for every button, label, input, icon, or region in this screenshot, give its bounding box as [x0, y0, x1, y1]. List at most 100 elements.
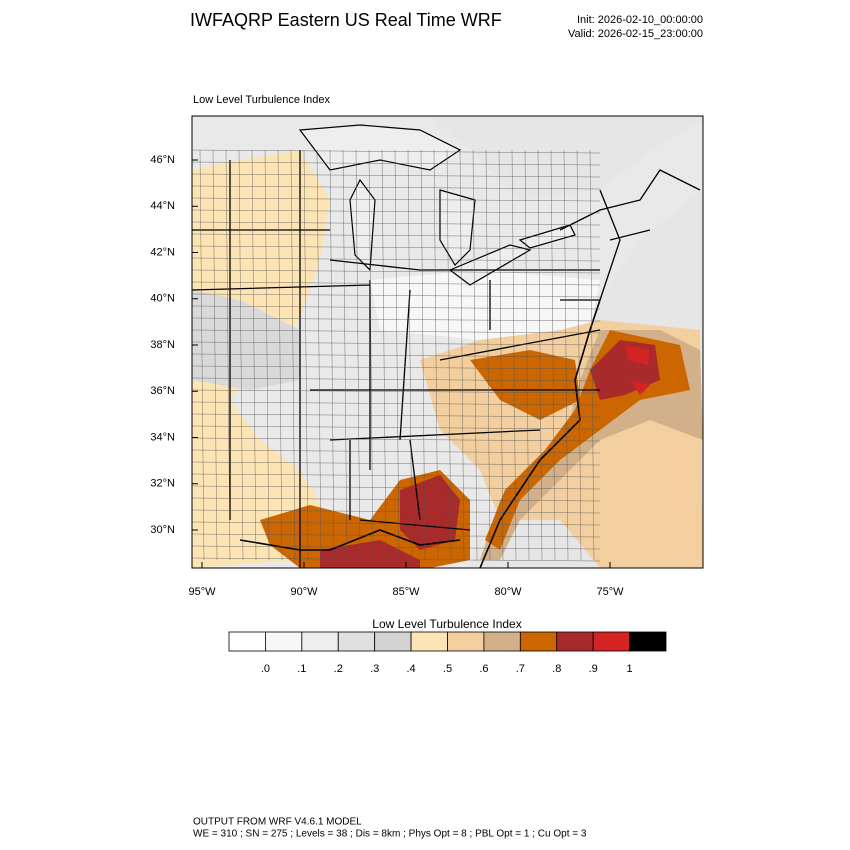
field-gray [192, 290, 300, 390]
county-line [192, 365, 601, 370]
county-line [192, 233, 601, 238]
colorbar-box [374, 631, 412, 652]
county-line [192, 437, 601, 442]
county-line [251, 149, 257, 561]
colorbar-label: .5 [443, 663, 452, 675]
valid-time: Valid: 2026-02-15_23:00:00 [568, 28, 703, 40]
lon-label: 90°W [290, 586, 318, 598]
county-line [192, 413, 601, 418]
county-line [192, 257, 601, 262]
county-line [446, 149, 452, 561]
county-line [192, 185, 601, 190]
county-line [433, 149, 439, 561]
borders [192, 150, 701, 568]
county-line [420, 149, 426, 561]
county-line [192, 209, 601, 214]
county-line [192, 281, 601, 286]
county-line [355, 149, 361, 561]
colorbar-box [410, 631, 448, 652]
colorbar: .0 .1 .2 .3 .4 .5 .6 .7 .8 .9 1 [228, 631, 667, 675]
lat-label: 46°N [150, 154, 175, 166]
colorbar-box [556, 631, 594, 652]
county-line [192, 305, 601, 310]
lat-label: 40°N [150, 293, 175, 305]
county-line [192, 221, 601, 226]
county-line [192, 317, 601, 322]
county-line [563, 149, 569, 561]
colorbar-label: .7 [516, 663, 525, 675]
field-orange-2 [470, 350, 580, 420]
colorbar-label: .8 [552, 663, 561, 675]
county-lines [192, 149, 601, 562]
county-line [368, 149, 374, 561]
county-line [511, 149, 517, 561]
colorbar-label: 1 [627, 663, 633, 675]
county-line [225, 149, 231, 561]
colorbar-box [447, 631, 485, 652]
colorbar-box [519, 631, 558, 652]
county-line [212, 149, 218, 561]
map-frame [191, 115, 704, 569]
county-line [192, 473, 601, 478]
county-line [472, 149, 478, 561]
county-line [192, 161, 601, 166]
lat-label: 42°N [150, 246, 175, 258]
lake-huron [439, 189, 476, 266]
lon-label: 80°W [494, 586, 522, 598]
lat-label: 34°N [150, 431, 175, 443]
county-line [192, 425, 601, 430]
footer-line: WE = 310 ; SN = 275 ; Levels = 38 ; Dis … [193, 829, 587, 840]
county-line [192, 389, 601, 394]
county-line [192, 197, 601, 202]
county-line [381, 149, 387, 561]
county-line [192, 341, 601, 346]
county-line [576, 149, 582, 561]
colorbar-box [592, 631, 630, 652]
county-line [524, 149, 530, 561]
colorbar-box [629, 631, 667, 652]
colorbar-box [301, 631, 339, 652]
lat-label: 36°N [150, 385, 175, 397]
county-line [192, 521, 601, 526]
field-white [370, 270, 600, 340]
county-line [192, 401, 601, 406]
lon-label: 85°W [392, 586, 420, 598]
lat-label: 44°N [150, 200, 175, 212]
county-line [192, 149, 601, 154]
county-line [192, 329, 601, 334]
lat-label: 32°N [150, 478, 175, 490]
colorbar-label: .2 [334, 663, 343, 675]
county-line [192, 545, 601, 550]
county-line [407, 149, 413, 561]
colorbar-label: .1 [297, 663, 306, 675]
map-subtitle: Low Level Turbulence Index [193, 94, 330, 106]
lat-label: 30°N [150, 524, 175, 536]
county-line [277, 149, 283, 561]
lon-label: 75°W [596, 586, 624, 598]
county-line [498, 149, 504, 561]
init-time: Init: 2026-02-10_00:00:00 [577, 14, 703, 26]
lat-axis: 46°N 44°N 42°N 40°N 38°N 36°N 34°N 32°N 30°N [150, 154, 198, 536]
colorbar-box [265, 631, 303, 652]
county-line [192, 269, 601, 274]
county-line [238, 149, 244, 561]
county-line [192, 557, 601, 562]
county-line [199, 149, 205, 561]
colorbar-box [483, 631, 521, 652]
colorbar-label: .4 [406, 663, 415, 675]
county-line [192, 449, 601, 454]
lake-superior [298, 124, 462, 171]
county-line [192, 245, 601, 250]
county-line [192, 485, 601, 490]
lon-axis: 95°W 90°W 85°W 80°W 75°W [188, 562, 624, 598]
lake-michigan [349, 178, 376, 272]
county-line [192, 533, 601, 538]
county-line [192, 509, 601, 514]
title: IWFAQRP Eastern US Real Time WRF [190, 10, 502, 30]
county-line [459, 149, 465, 561]
lon-label: 95°W [188, 586, 216, 598]
footer-line: OUTPUT FROM WRF V4.6.1 MODEL [193, 817, 362, 828]
county-line [192, 173, 601, 178]
